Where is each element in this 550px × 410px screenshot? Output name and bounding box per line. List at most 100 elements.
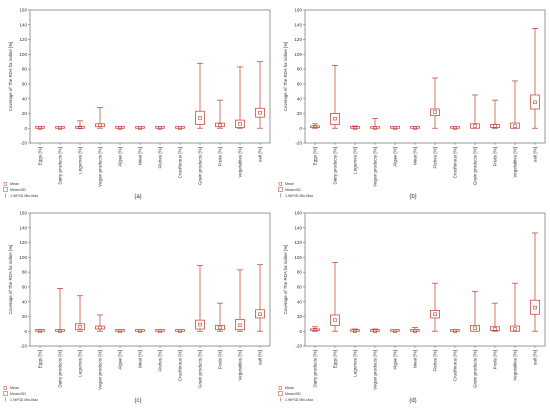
box (510, 325, 520, 332)
legend-box-swatch (278, 391, 283, 396)
panel-label: (c) (135, 398, 142, 404)
box (470, 123, 480, 129)
x-tick-label: Dairy products [%] (58, 350, 63, 388)
y-tick-label: 80 (297, 270, 303, 275)
mean-marker (453, 126, 457, 130)
chart-panel-2: -20 0 20 40 60 80 100 120 140 160 Coverage of The … (278, 8, 546, 200)
x-tick-label: salt [%] (258, 350, 263, 365)
mean-marker (98, 325, 102, 330)
y-tick-label: 40 (22, 299, 28, 304)
box (330, 113, 340, 125)
box (430, 108, 440, 117)
y-tick-label: 120 (19, 240, 27, 245)
x-tick-label: salt [%] (533, 147, 538, 162)
plot-frame (304, 9, 546, 144)
legend-mean-swatch (3, 386, 8, 390)
legend-whisker-label: 1.96*SD Min-Max (285, 398, 313, 402)
mean-marker (158, 126, 162, 130)
x-tick-label: Vegetables [%] (238, 147, 243, 178)
legend-mean-swatch (278, 182, 283, 186)
x-tick-label: Grain products [%] (473, 147, 478, 185)
box (95, 325, 105, 330)
x-tick-label: Grain products [%] (473, 350, 478, 388)
legend-mean-swatch (278, 386, 283, 390)
mean-marker (98, 123, 102, 127)
mean-marker (198, 322, 202, 327)
box (310, 328, 320, 331)
legend: Mean Mean±SD 1.96*SD Min-Max (278, 182, 313, 198)
chart-panel-4: -20 0 20 40 60 80 100 120 140 160 Coverage of The … (278, 211, 546, 404)
y-tick-label: -20 (20, 344, 27, 349)
box (195, 319, 205, 330)
x-tick-label: Vegetables [%] (513, 350, 518, 381)
x-tick-label: Cruciferous [%] (453, 147, 458, 178)
box (530, 299, 540, 315)
mean-marker (38, 329, 42, 333)
x-tick-label: Eggs [%] (313, 147, 318, 165)
legend-box-label: Mean±SD (285, 392, 301, 396)
x-tick-label: Legumes [%] (353, 147, 358, 174)
box (95, 123, 105, 128)
legend: Mean Mean±SD 1.96*SD Min-Max (278, 386, 313, 402)
mean-marker (138, 126, 142, 130)
box (255, 309, 265, 319)
x-tick-label: Meat [%] (138, 350, 143, 368)
mean-marker (493, 327, 497, 331)
mean-marker (313, 125, 317, 129)
x-tick-label: salt [%] (258, 147, 263, 162)
x-tick-label: Cruciferous [%] (178, 147, 183, 178)
y-tick-label: 60 (22, 284, 28, 289)
box (195, 110, 205, 125)
y-tick-label: 0 (24, 126, 27, 131)
plot-frame (29, 212, 271, 347)
x-tick-label: Fishes [%] (433, 147, 438, 168)
mean-marker (513, 124, 517, 128)
box (75, 126, 85, 129)
mean-marker (258, 312, 262, 316)
box (215, 324, 225, 331)
y-tick-label: 40 (22, 96, 28, 101)
y-tick-label: 140 (294, 22, 302, 27)
x-tick-label: Dairy products [%] (58, 147, 63, 185)
x-tick-label: Algae [%] (393, 147, 398, 167)
plot-frame (304, 212, 546, 347)
box (310, 125, 320, 128)
mean-marker (58, 126, 62, 130)
box (330, 314, 340, 326)
y-tick-label: -20 (295, 141, 302, 146)
mean-marker (38, 126, 42, 130)
mean-marker (118, 329, 122, 333)
panel-label: (d) (409, 398, 416, 404)
legend-mean-label: Mean (10, 386, 19, 390)
y-tick-label: 140 (19, 22, 27, 27)
mean-marker (158, 329, 162, 333)
mean-marker (78, 125, 82, 130)
mean-marker (453, 329, 457, 333)
y-tick-label: 120 (19, 37, 27, 42)
y-tick-label: 60 (297, 81, 303, 86)
y-tick-label: 100 (19, 52, 27, 57)
box (255, 107, 265, 118)
x-tick-label: Legumes [%] (78, 147, 83, 174)
box (235, 119, 245, 128)
x-tick-label: Vegan products [%] (373, 350, 378, 390)
panel-label: (b) (409, 194, 416, 200)
mean-marker (393, 329, 397, 333)
x-tick-label: Dairy products [%] (313, 350, 318, 388)
y-tick-label: 60 (297, 284, 303, 289)
mean-marker (433, 312, 437, 316)
y-tick-label: 120 (294, 240, 302, 245)
x-tick-label: Algae [%] (118, 147, 123, 167)
y-tick-label: 140 (19, 225, 27, 230)
y-tick-label: 160 (19, 8, 27, 13)
legend-mean-label: Mean (285, 182, 294, 186)
x-tick-label: Grain products [%] (198, 350, 203, 388)
box (430, 310, 440, 319)
y-tick-label: 0 (299, 126, 302, 131)
x-tick-label: Fruits [%] (493, 350, 498, 369)
mean-marker (313, 328, 317, 332)
box (530, 94, 540, 110)
mean-marker (373, 126, 377, 130)
mean-marker (353, 329, 357, 333)
y-tick-label: 0 (299, 329, 302, 334)
